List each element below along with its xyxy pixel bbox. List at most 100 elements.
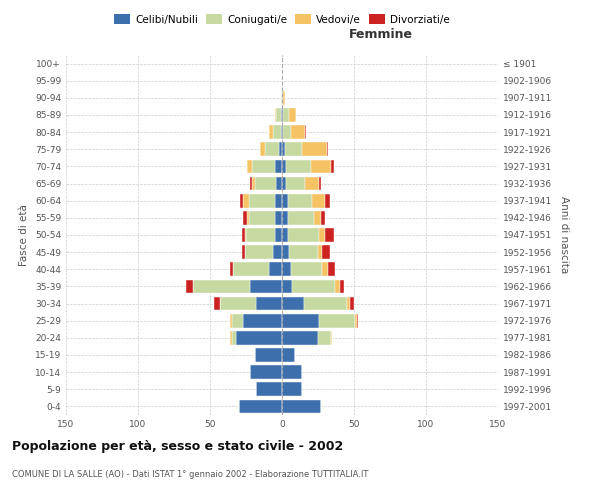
Legend: Celibi/Nubili, Coniugati/e, Vedovi/e, Divorziati/e: Celibi/Nubili, Coniugati/e, Vedovi/e, Di… bbox=[110, 10, 454, 29]
Bar bbox=[239, 400, 282, 413]
Bar bbox=[250, 280, 282, 293]
Bar bbox=[314, 211, 321, 224]
Bar bbox=[282, 108, 283, 122]
Bar bbox=[247, 211, 249, 224]
Bar bbox=[326, 142, 328, 156]
Bar bbox=[312, 194, 325, 207]
Bar bbox=[292, 280, 335, 293]
Bar bbox=[282, 246, 289, 259]
Text: Femmine: Femmine bbox=[349, 28, 413, 40]
Bar bbox=[283, 126, 290, 139]
Bar bbox=[282, 176, 286, 190]
Bar bbox=[282, 382, 302, 396]
Bar bbox=[260, 142, 265, 156]
Bar bbox=[282, 262, 290, 276]
Bar bbox=[193, 280, 250, 293]
Bar bbox=[233, 262, 269, 276]
Bar bbox=[214, 296, 220, 310]
Bar bbox=[220, 296, 256, 310]
Bar bbox=[275, 211, 282, 224]
Bar bbox=[305, 176, 319, 190]
Bar bbox=[318, 331, 331, 344]
Bar bbox=[355, 314, 357, 328]
Bar bbox=[243, 314, 282, 328]
Bar bbox=[286, 176, 305, 190]
Bar bbox=[328, 262, 335, 276]
Bar bbox=[350, 296, 354, 310]
Bar bbox=[243, 211, 247, 224]
Bar bbox=[311, 160, 331, 173]
Bar bbox=[249, 194, 275, 207]
Bar bbox=[185, 280, 193, 293]
Bar bbox=[289, 246, 318, 259]
Bar bbox=[282, 160, 286, 173]
Bar bbox=[281, 126, 282, 139]
Bar bbox=[319, 176, 321, 190]
Bar bbox=[319, 228, 325, 242]
Bar bbox=[331, 160, 334, 173]
Bar bbox=[281, 108, 282, 122]
Bar bbox=[290, 262, 322, 276]
Bar bbox=[321, 211, 325, 224]
Bar bbox=[230, 262, 233, 276]
Text: Popolazione per età, sesso e stato civile - 2002: Popolazione per età, sesso e stato civil… bbox=[12, 440, 343, 453]
Bar bbox=[282, 280, 292, 293]
Bar bbox=[243, 194, 249, 207]
Bar bbox=[256, 296, 282, 310]
Bar bbox=[252, 176, 254, 190]
Bar bbox=[230, 331, 232, 344]
Bar bbox=[256, 382, 282, 396]
Bar bbox=[276, 176, 282, 190]
Bar bbox=[269, 126, 274, 139]
Bar bbox=[319, 314, 355, 328]
Bar bbox=[283, 91, 285, 104]
Bar bbox=[249, 211, 275, 224]
Bar bbox=[242, 246, 245, 259]
Bar bbox=[325, 194, 329, 207]
Bar bbox=[281, 91, 282, 104]
Bar bbox=[282, 211, 288, 224]
Bar bbox=[290, 126, 305, 139]
Bar bbox=[254, 176, 276, 190]
Bar bbox=[304, 296, 347, 310]
Bar bbox=[282, 314, 319, 328]
Bar bbox=[232, 331, 236, 344]
Y-axis label: Fasce di età: Fasce di età bbox=[19, 204, 29, 266]
Bar bbox=[246, 228, 275, 242]
Bar bbox=[279, 142, 282, 156]
Bar bbox=[242, 228, 245, 242]
Bar bbox=[276, 108, 281, 122]
Bar bbox=[282, 400, 321, 413]
Bar bbox=[275, 194, 282, 207]
Bar bbox=[250, 176, 252, 190]
Bar bbox=[282, 348, 295, 362]
Bar bbox=[335, 280, 340, 293]
Bar bbox=[318, 246, 322, 259]
Bar bbox=[322, 262, 328, 276]
Bar bbox=[289, 108, 296, 122]
Bar bbox=[282, 366, 302, 379]
Bar bbox=[282, 126, 283, 139]
Bar bbox=[232, 314, 243, 328]
Bar bbox=[286, 160, 311, 173]
Text: COMUNE DI LA SALLE (AO) - Dati ISTAT 1° gennaio 2002 - Elaborazione TUTTITALIA.I: COMUNE DI LA SALLE (AO) - Dati ISTAT 1° … bbox=[12, 470, 368, 479]
Bar bbox=[282, 296, 304, 310]
Bar bbox=[282, 194, 288, 207]
Bar bbox=[347, 296, 350, 310]
Bar bbox=[236, 331, 282, 344]
Bar bbox=[265, 142, 279, 156]
Bar bbox=[275, 108, 276, 122]
Y-axis label: Anni di nascita: Anni di nascita bbox=[559, 196, 569, 274]
Bar bbox=[247, 160, 252, 173]
Bar bbox=[252, 160, 275, 173]
Bar bbox=[340, 280, 344, 293]
Bar bbox=[325, 228, 334, 242]
Bar bbox=[288, 228, 319, 242]
Bar bbox=[245, 246, 274, 259]
Bar bbox=[254, 348, 282, 362]
Bar bbox=[245, 228, 246, 242]
Bar bbox=[331, 331, 332, 344]
Bar bbox=[275, 160, 282, 173]
Bar bbox=[282, 91, 283, 104]
Bar bbox=[283, 108, 289, 122]
